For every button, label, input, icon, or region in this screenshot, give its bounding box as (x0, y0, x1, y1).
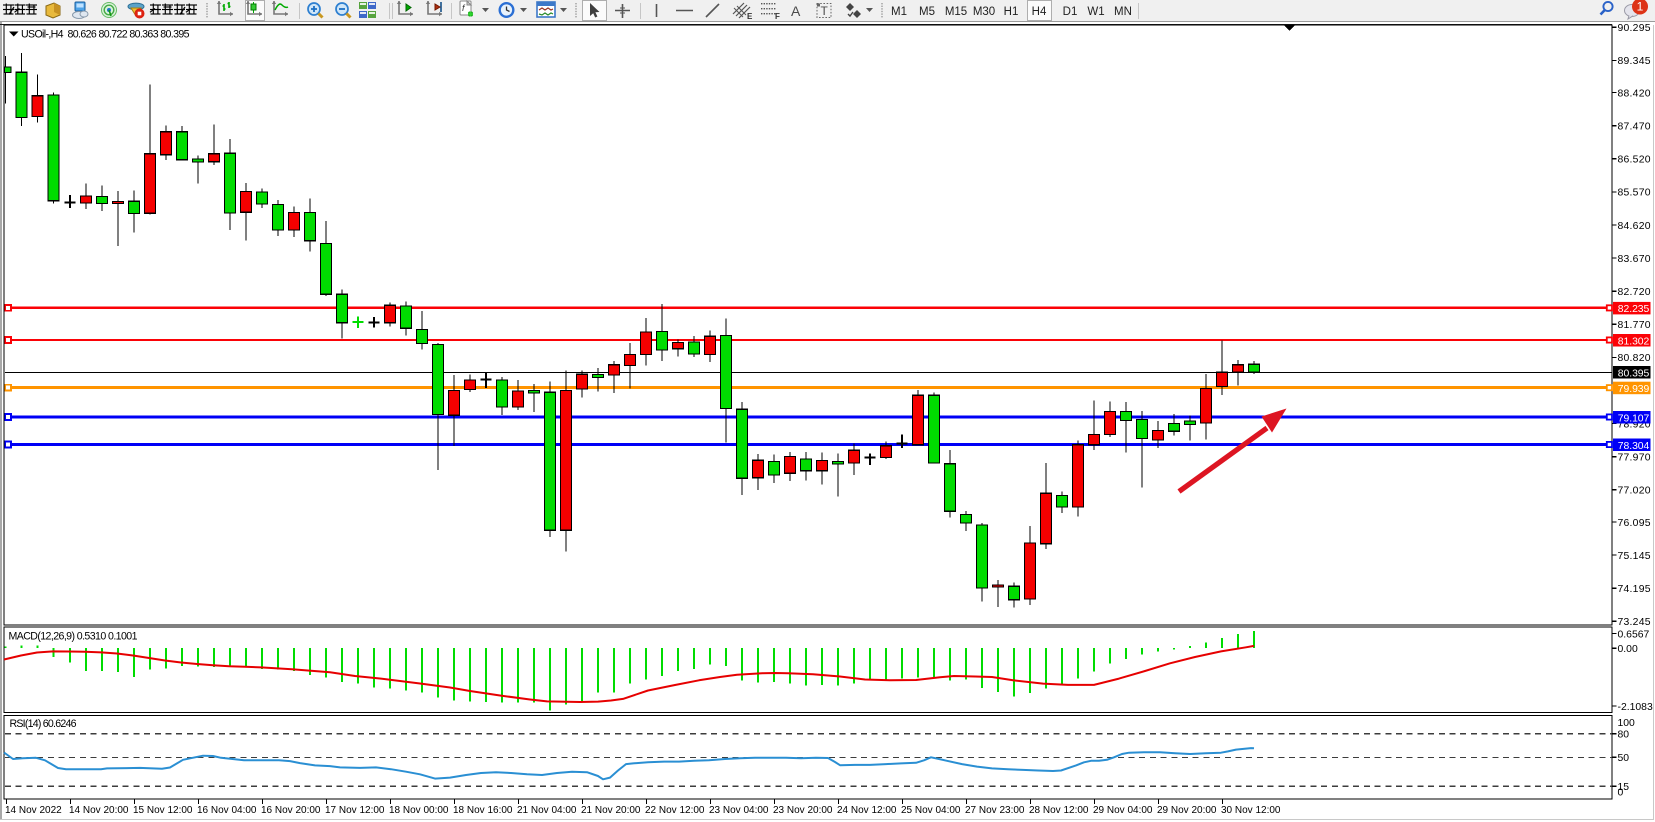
svg-text:27 Nov 23:00: 27 Nov 23:00 (965, 805, 1025, 816)
svg-text:77.970: 77.970 (1618, 453, 1651, 464)
svg-text:83.670: 83.670 (1618, 254, 1651, 265)
svg-text:MN: MN (1114, 6, 1132, 18)
svg-text:H4: H4 (1032, 6, 1047, 18)
svg-text:79.939: 79.939 (1618, 384, 1650, 395)
svg-text:F: F (775, 12, 780, 21)
svg-text:87.470: 87.470 (1618, 122, 1651, 133)
svg-text:82.720: 82.720 (1618, 287, 1651, 298)
svg-text:78.304: 78.304 (1618, 441, 1650, 452)
svg-text:0: 0 (1618, 788, 1624, 799)
svg-text:W1: W1 (1087, 6, 1104, 18)
svg-text:74.195: 74.195 (1618, 584, 1651, 595)
svg-text:77.020: 77.020 (1618, 486, 1651, 497)
svg-text:M15: M15 (945, 6, 967, 18)
svg-text:USOil-,H4 80.626 80.722 80.36: USOil-,H4 80.626 80.722 80.363 80.395 (21, 28, 190, 40)
svg-text:0.6567: 0.6567 (1618, 629, 1650, 640)
svg-text:18 Nov 00:00: 18 Nov 00:00 (389, 805, 449, 816)
svg-text:RSI(14) 60.6246: RSI(14) 60.6246 (10, 718, 77, 730)
svg-text:28 Nov 12:00: 28 Nov 12:00 (1029, 805, 1089, 816)
svg-text:16 Nov 04:00: 16 Nov 04:00 (197, 805, 257, 816)
svg-text:-2.1083: -2.1083 (1618, 702, 1653, 713)
svg-text:82.235: 82.235 (1618, 304, 1650, 315)
svg-text:89.345: 89.345 (1618, 56, 1651, 67)
svg-text:M5: M5 (919, 6, 935, 18)
svg-text:85.570: 85.570 (1618, 188, 1651, 199)
svg-text:M30: M30 (973, 6, 995, 18)
svg-text:81.302: 81.302 (1618, 336, 1650, 347)
svg-text:25 Nov 04:00: 25 Nov 04:00 (901, 805, 961, 816)
svg-text:MACD(12,26,9) 0.5310 0.1001: MACD(12,26,9) 0.5310 0.1001 (9, 630, 138, 642)
svg-text:D1: D1 (1063, 6, 1078, 18)
svg-text:15 Nov 12:00: 15 Nov 12:00 (133, 805, 193, 816)
svg-text:E: E (747, 12, 753, 21)
svg-text:24 Nov 12:00: 24 Nov 12:00 (837, 805, 897, 816)
svg-text:30 Nov 12:00: 30 Nov 12:00 (1221, 805, 1281, 816)
svg-text:88.420: 88.420 (1618, 88, 1651, 99)
svg-text:17 Nov 12:00: 17 Nov 12:00 (325, 805, 385, 816)
svg-text:80.395: 80.395 (1618, 368, 1650, 379)
svg-text:0.00: 0.00 (1618, 644, 1638, 655)
svg-text:29 Nov 04:00: 29 Nov 04:00 (1093, 805, 1153, 816)
svg-text:80: 80 (1618, 730, 1630, 741)
svg-text:14 Nov 2022: 14 Nov 2022 (5, 805, 62, 816)
svg-text:29 Nov 20:00: 29 Nov 20:00 (1157, 805, 1217, 816)
svg-text:81.770: 81.770 (1618, 320, 1651, 331)
svg-text:76.095: 76.095 (1618, 518, 1651, 529)
svg-text:A: A (791, 3, 801, 19)
svg-text:21 Nov 20:00: 21 Nov 20:00 (581, 805, 641, 816)
svg-text:18 Nov 16:00: 18 Nov 16:00 (453, 805, 513, 816)
svg-text:M1: M1 (891, 6, 907, 18)
svg-text:90.295: 90.295 (1618, 23, 1651, 34)
svg-text:50: 50 (1618, 753, 1630, 764)
svg-text:84.620: 84.620 (1618, 221, 1651, 232)
svg-text:16 Nov 20:00: 16 Nov 20:00 (261, 805, 321, 816)
svg-text:T: T (821, 4, 829, 18)
svg-text:21 Nov 04:00: 21 Nov 04:00 (517, 805, 577, 816)
svg-text:80.820: 80.820 (1618, 353, 1651, 364)
svg-text:23 Nov 04:00: 23 Nov 04:00 (709, 805, 769, 816)
svg-text:22 Nov 12:00: 22 Nov 12:00 (645, 805, 705, 816)
svg-text:75.145: 75.145 (1618, 551, 1651, 562)
svg-text:78.920: 78.920 (1618, 419, 1651, 430)
svg-text:1: 1 (1637, 0, 1644, 14)
svg-text:15: 15 (1618, 782, 1630, 793)
svg-text:f: f (462, 3, 466, 13)
svg-text:23 Nov 20:00: 23 Nov 20:00 (773, 805, 833, 816)
svg-text:73.245: 73.245 (1618, 617, 1651, 628)
svg-text:H1: H1 (1004, 6, 1019, 18)
svg-text:14 Nov 20:00: 14 Nov 20:00 (69, 805, 129, 816)
svg-text:86.520: 86.520 (1618, 155, 1651, 166)
svg-text:79.107: 79.107 (1618, 413, 1650, 424)
svg-text:100: 100 (1618, 718, 1636, 729)
